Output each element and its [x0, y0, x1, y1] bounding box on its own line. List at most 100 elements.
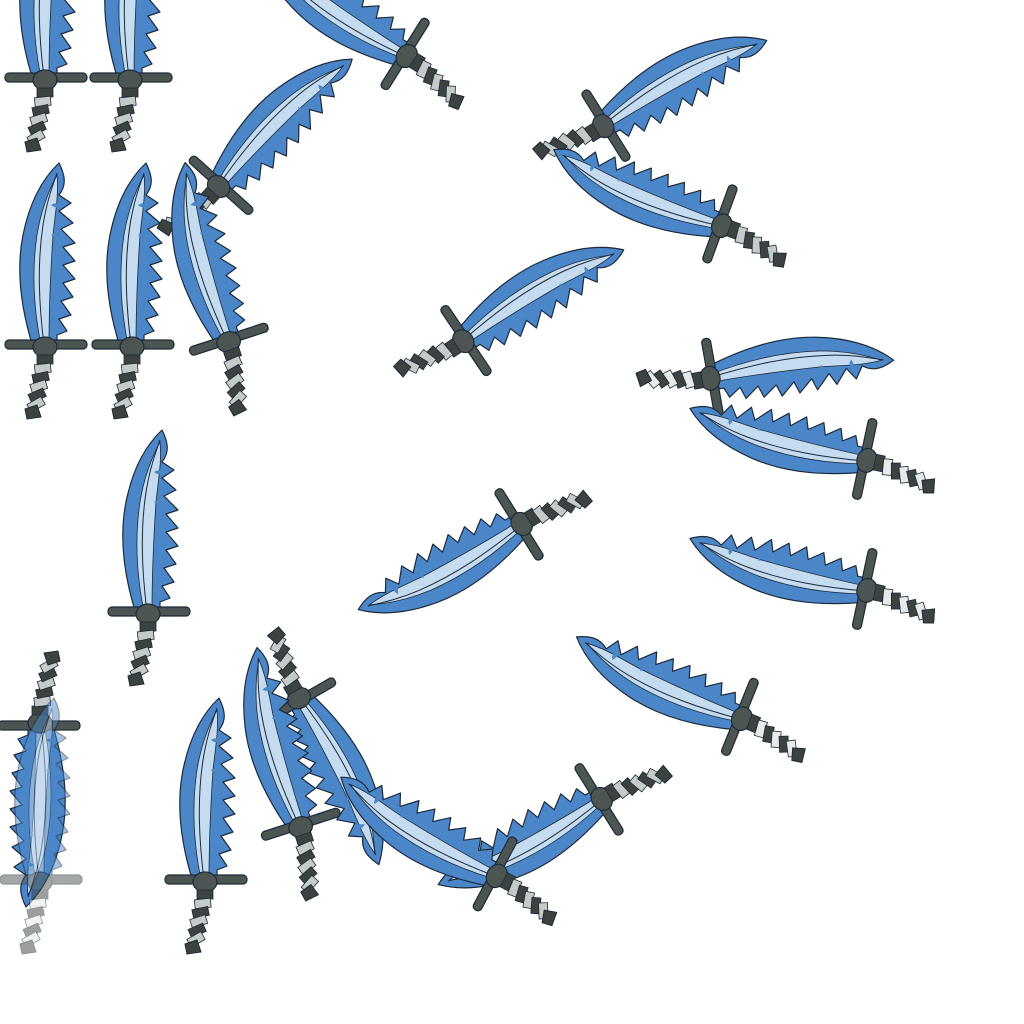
blade-notch [210, 263, 221, 268]
blade-notch [322, 767, 333, 773]
sword-grip [222, 346, 248, 409]
blade-inner [266, 0, 408, 59]
sword-pommel [541, 909, 558, 927]
guard-hub [27, 871, 53, 893]
blade-notch [704, 688, 711, 698]
sword-sprite-frame [635, 336, 895, 421]
blade-notch [136, 1, 146, 6]
blade-notch [431, 826, 439, 835]
guard-hub [119, 336, 145, 358]
sword-sprite-frame [91, 162, 175, 420]
blade-notch [190, 201, 201, 206]
blade-notch [211, 738, 221, 743]
blade-inner [699, 412, 867, 465]
blade-notch [271, 715, 282, 720]
sword-grip [31, 657, 59, 716]
blade-fuller [257, 657, 300, 826]
blade-notch [559, 283, 565, 293]
blade-notch [757, 421, 763, 432]
blade-notch [51, 1, 61, 6]
sword-pommel [574, 489, 593, 509]
blade-notch [826, 566, 832, 576]
blade-notch [478, 531, 484, 542]
sword-sprite-frame [257, 0, 465, 111]
blade-notch [819, 364, 824, 376]
sword-grip [26, 87, 54, 146]
blade-notch [51, 303, 61, 308]
sword-pommel [43, 650, 61, 666]
blade-fuller [123, 0, 130, 79]
blade-notch [211, 768, 221, 773]
blade-notch [371, 288, 381, 292]
sword-sprite-frame [164, 697, 248, 955]
blade-notch [371, 253, 381, 257]
grip-wrap [139, 621, 157, 632]
blade-notch [51, 268, 61, 273]
blade-notch [138, 233, 148, 238]
sword-pommel [772, 252, 787, 268]
blade-notch [355, 824, 365, 829]
blade-fuller [367, 525, 521, 607]
blade-notch [612, 651, 619, 660]
guard-hub [135, 603, 161, 625]
grip-wrap [123, 354, 141, 365]
sword-pommel [156, 218, 175, 237]
blade-fuller [33, 707, 53, 881]
blade-notch [462, 843, 469, 851]
blade-notch [154, 570, 164, 575]
sword-pommel [921, 478, 936, 494]
grip-wrap [36, 87, 54, 98]
blade-notch [726, 55, 732, 66]
sword-pommel [635, 368, 653, 388]
blade-inner [602, 44, 757, 129]
sword-grip [872, 583, 929, 621]
blade-notch [530, 303, 536, 313]
blade-notch [221, 296, 232, 301]
sword-sprite-frame [107, 429, 191, 687]
blade-notch [785, 370, 790, 382]
blade-notch [293, 781, 304, 786]
blade-inner [255, 658, 305, 827]
sword-sprite-frame [0, 697, 83, 955]
sword-grip [129, 621, 157, 680]
sword-pommel [791, 747, 806, 763]
sword-pommel [24, 404, 42, 420]
sword-sprite-frame [171, 161, 269, 417]
blade-notch [671, 90, 677, 100]
sword-pommel [109, 137, 127, 153]
blade-notch [419, 568, 424, 579]
sword-grip [294, 831, 320, 894]
sword-grip [523, 492, 585, 528]
blade-notch [528, 825, 534, 835]
grip-wrap [348, 373, 366, 388]
blade-fuller [464, 253, 615, 340]
blade-notch [374, 21, 382, 29]
blade-notch [51, 233, 61, 238]
blade-notch [138, 303, 148, 308]
blade-fuller [699, 412, 865, 462]
grip-wrap [350, 365, 368, 379]
sword-sprite-frame [243, 646, 341, 902]
blade-fuller [699, 542, 865, 592]
sword-grip [408, 52, 456, 103]
blade-fuller [359, 158, 377, 330]
sword-grip [113, 354, 141, 413]
sword-sprite-frame [575, 635, 806, 763]
sword-pommel [127, 671, 145, 687]
grip-wrap [354, 348, 371, 359]
blade-outer [340, 148, 395, 332]
blade-notch [618, 173, 624, 182]
blade-notch [558, 806, 564, 817]
blade-notch [640, 662, 646, 672]
sword-sprite-frame [392, 246, 625, 378]
sword-grip [603, 767, 665, 803]
sword-sprite-frame [553, 148, 787, 268]
blade-fuller [198, 707, 218, 881]
guard-hub [32, 336, 58, 358]
blade-notch [651, 184, 657, 194]
sword-pommel [228, 398, 248, 417]
sword-sprite-frame [89, 0, 173, 153]
sword-pommel [921, 608, 936, 624]
sword-pommel [532, 141, 551, 161]
blade-notch [849, 359, 854, 370]
